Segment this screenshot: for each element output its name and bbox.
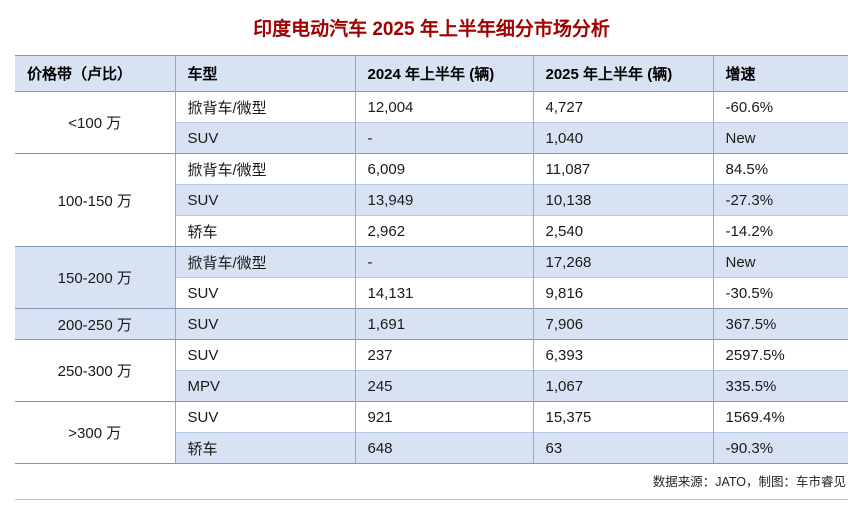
h1-2025-cell: 10,138 [532, 184, 713, 216]
h1-2025-cell: 11,087 [532, 153, 713, 185]
h1-2024-cell: 2,962 [354, 215, 533, 247]
growth-cell: New [712, 122, 848, 154]
price-band-cell: 150-200 万 [15, 246, 175, 309]
h1-2025-cell: 4,727 [532, 91, 713, 123]
table-row: 150-200 万 掀背车/微型 - 17,268 New [15, 246, 848, 309]
growth-cell: -60.6% [712, 91, 848, 123]
header-h1-2025: 2025 年上半年 (辆) [532, 55, 713, 92]
growth-cell: New [712, 246, 848, 278]
vehicle-type-cell: 轿车 [174, 432, 355, 464]
h1-2024-cell: 237 [354, 339, 533, 371]
bottom-divider [15, 499, 848, 500]
header-h1-2024: 2024 年上半年 (辆) [354, 55, 533, 92]
vehicle-type-cell: 掀背车/微型 [174, 153, 355, 185]
h1-2024-cell: 245 [354, 370, 533, 402]
table-row: SUV 14,131 9,816 -30.5% [15, 277, 848, 309]
table-row: 250-300 万 SUV 237 6,393 2597.5% [15, 339, 848, 402]
header-row: 价格带（卢比） 车型 2024 年上半年 (辆) 2025 年上半年 (辆) 增… [15, 55, 848, 92]
price-band-cell: 250-300 万 [15, 339, 175, 402]
header-price-band: 价格带（卢比） [15, 55, 175, 92]
growth-cell: 84.5% [712, 153, 848, 185]
growth-cell: 335.5% [712, 370, 848, 402]
table-row: SUV 13,949 10,138 -27.3% [15, 184, 848, 216]
header-growth: 增速 [712, 55, 848, 92]
growth-cell: -14.2% [712, 215, 848, 247]
price-band-cell: 100-150 万 [15, 153, 175, 247]
vehicle-type-cell: 掀背车/微型 [174, 246, 355, 278]
table-row: >300 万 SUV 921 15,375 1569.4% [15, 401, 848, 464]
price-band-cell: >300 万 [15, 401, 175, 464]
vehicle-type-cell: SUV [174, 401, 355, 433]
h1-2025-cell: 2,540 [532, 215, 713, 247]
h1-2024-cell: 12,004 [354, 91, 533, 123]
growth-cell: 2597.5% [712, 339, 848, 371]
vehicle-type-cell: SUV [174, 277, 355, 309]
page-title: 印度电动汽车 2025 年上半年细分市场分析 [253, 19, 610, 40]
table-row: <100 万 掀背车/微型 12,004 4,727 -60.6% [15, 91, 848, 154]
growth-cell: -27.3% [712, 184, 848, 216]
vehicle-type-cell: SUV [174, 339, 355, 371]
vehicle-type-cell: SUV [174, 184, 355, 216]
growth-cell: 1569.4% [712, 401, 848, 433]
h1-2024-cell: 6,009 [354, 153, 533, 185]
h1-2025-cell: 17,268 [532, 246, 713, 278]
growth-cell: -30.5% [712, 277, 848, 309]
vehicle-type-cell: SUV [174, 308, 355, 340]
table-row: 200-250 万 SUV 1,691 7,906 367.5% [15, 308, 848, 340]
price-band-cell: <100 万 [15, 91, 175, 154]
h1-2024-cell: 13,949 [354, 184, 533, 216]
h1-2025-cell: 63 [532, 432, 713, 464]
h1-2025-cell: 7,906 [532, 308, 713, 340]
h1-2024-cell: - [354, 122, 533, 154]
h1-2025-cell: 1,040 [532, 122, 713, 154]
segment-table: 价格带（卢比） 车型 2024 年上半年 (辆) 2025 年上半年 (辆) 增… [15, 55, 848, 464]
h1-2024-cell: 648 [354, 432, 533, 464]
table-row: 轿车 2,962 2,540 -14.2% [15, 215, 848, 247]
h1-2024-cell: 14,131 [354, 277, 533, 309]
h1-2024-cell: 1,691 [354, 308, 533, 340]
table-row: SUV - 1,040 New [15, 122, 848, 154]
h1-2025-cell: 6,393 [532, 339, 713, 371]
header-vehicle-type: 车型 [174, 55, 355, 92]
table-row: 轿车 648 63 -90.3% [15, 432, 848, 464]
table-row: MPV 245 1,067 335.5% [15, 370, 848, 402]
vehicle-type-cell: 轿车 [174, 215, 355, 247]
growth-cell: 367.5% [712, 308, 848, 340]
vehicle-type-cell: SUV [174, 122, 355, 154]
data-source-note: 数据来源：JATO，制图：车市睿见 [652, 475, 846, 489]
price-band-cell: 200-250 万 [15, 308, 175, 340]
h1-2025-cell: 9,816 [532, 277, 713, 309]
h1-2025-cell: 15,375 [532, 401, 713, 433]
vehicle-type-cell: MPV [174, 370, 355, 402]
table-row: 100-150 万 掀背车/微型 6,009 11,087 84.5% [15, 153, 848, 247]
h1-2024-cell: 921 [354, 401, 533, 433]
growth-cell: -90.3% [712, 432, 848, 464]
h1-2024-cell: - [354, 246, 533, 278]
vehicle-type-cell: 掀背车/微型 [174, 91, 355, 123]
h1-2025-cell: 1,067 [532, 370, 713, 402]
